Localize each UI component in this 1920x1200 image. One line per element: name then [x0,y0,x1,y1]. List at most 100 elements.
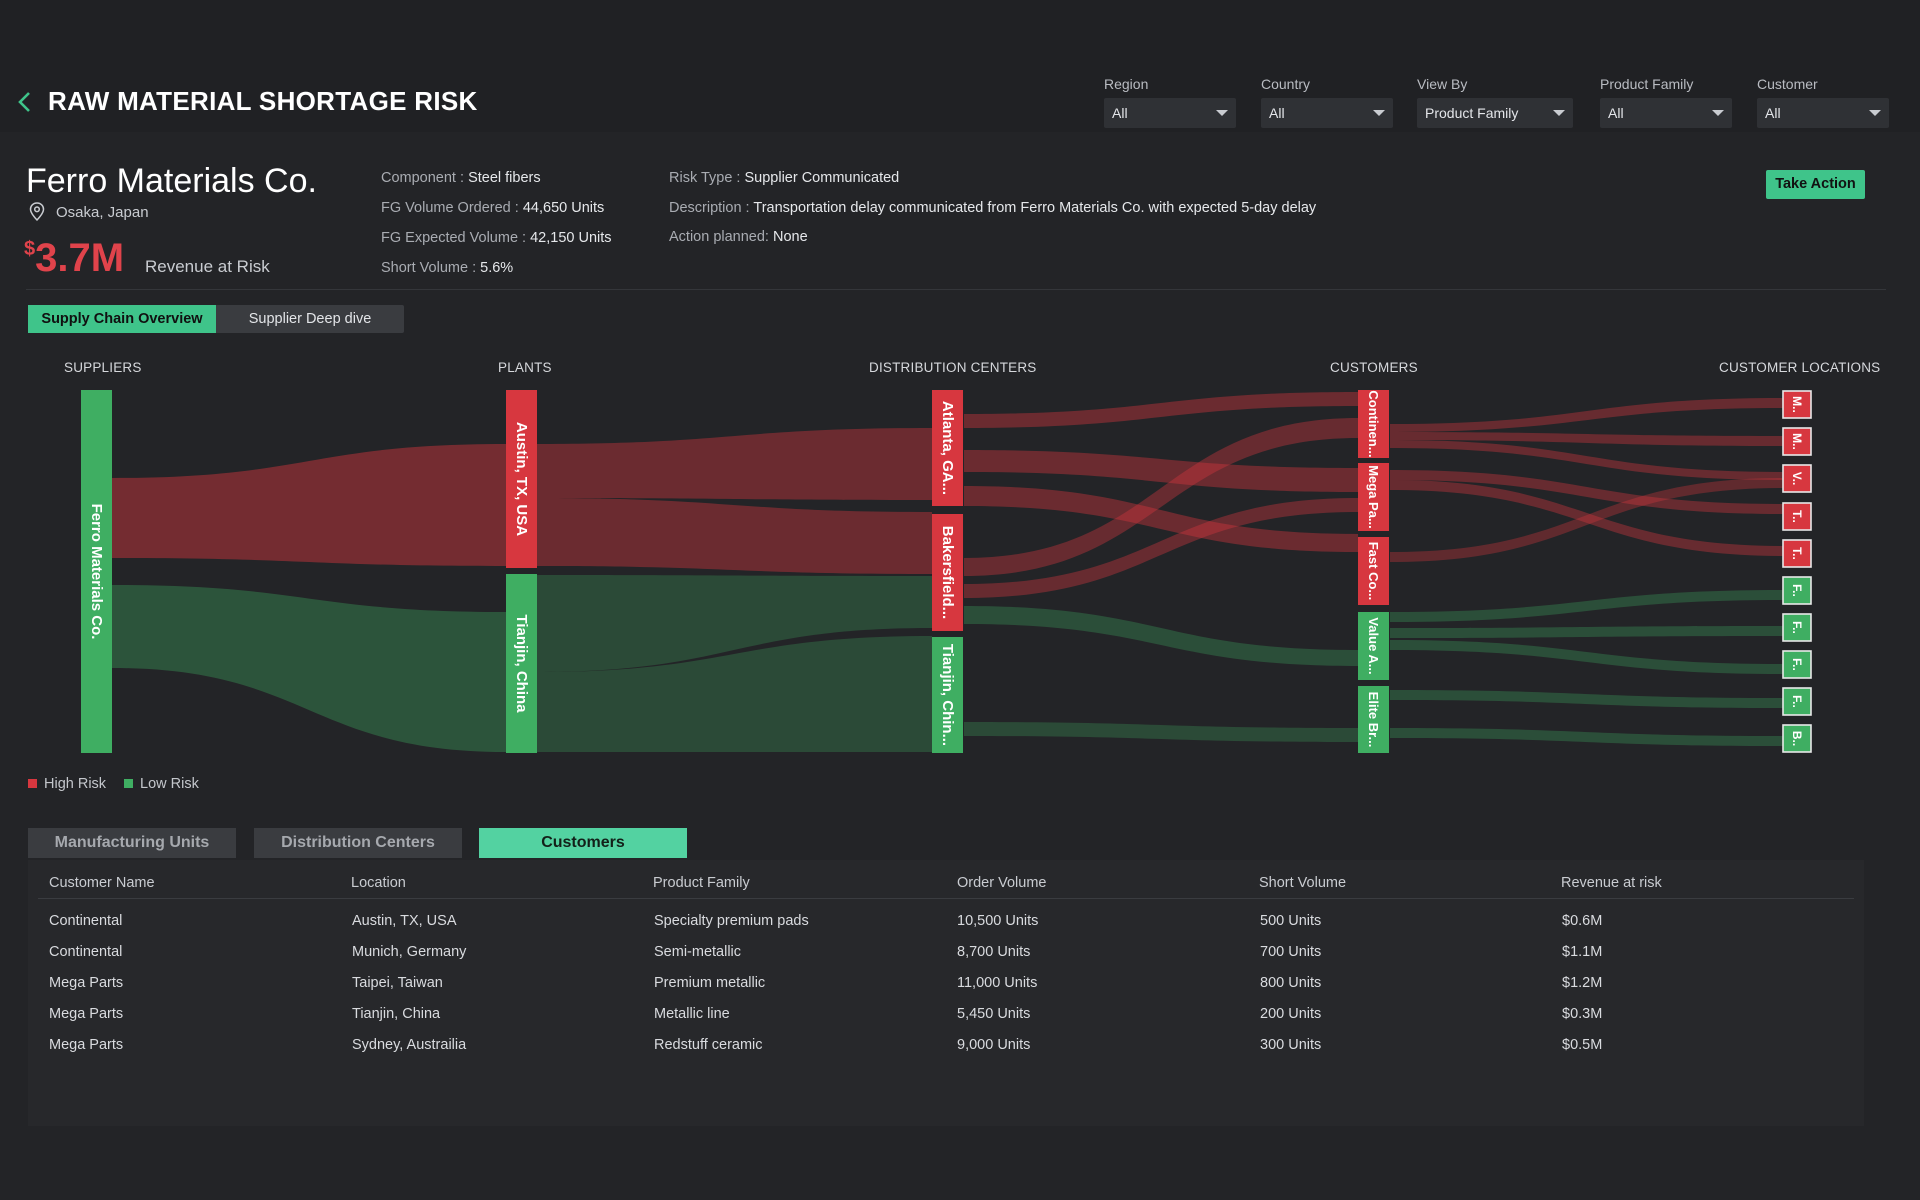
flow-megaparts-loc4[interactable] [1390,470,1784,514]
flow-valuea-loc6[interactable] [1390,590,1784,622]
flow-valuea-loc8[interactable] [1390,640,1784,674]
node-location-10-label: B.. [1790,731,1804,746]
node-customer-valuea[interactable]: Value A... [1358,612,1389,680]
cell-customer-name: Mega Parts [49,1006,124,1022]
flow-tianjin-tianjindc[interactable] [536,636,932,752]
table-row[interactable]: Mega Parts Sydney, Austrailia Redstuff c… [28,1037,1864,1068]
flow-fastco-loc3[interactable] [1390,478,1784,562]
cell-order-volume: 8,700 Units [957,944,1031,960]
product-family-select[interactable]: All [1600,98,1732,128]
node-customer-megaparts[interactable]: Mega Pa... [1358,463,1389,531]
cell-revenue-at-risk: $0.5M [1562,1037,1603,1053]
flow-continental-loc3[interactable] [1390,440,1784,480]
revenue-amount: 3.7M [35,236,125,280]
node-customer-fastco-bar [1358,537,1389,605]
flow-elitebr-loc10[interactable] [1390,728,1784,746]
short-volume-detail: Short Volume : 5.6% [381,260,513,276]
node-customer-continental[interactable]: Continen... [1358,390,1389,458]
flow-austin-bakersfield[interactable] [536,498,932,574]
cell-order-volume: 5,450 Units [957,1006,1031,1022]
filter-label: Country [1261,76,1311,92]
node-location-5[interactable]: T.. [1782,539,1812,568]
flow-megaparts-loc5[interactable] [1390,480,1784,556]
table-row[interactable]: Continental Munich, Germany Semi-metalli… [28,944,1864,975]
tab-customers[interactable]: Customers [479,828,687,858]
node-location-6-bar [1782,576,1812,605]
node-customer-fastco-label: Fast Co... [1366,542,1381,601]
tab-manufacturing-units[interactable]: Manufacturing Units [28,828,236,858]
caret-down-icon [1216,110,1228,116]
node-customer-elitebr[interactable]: Elite Br... [1358,686,1389,753]
detail-value: Transportation delay communicated from F… [753,200,1317,216]
country-select[interactable]: All [1261,98,1393,128]
cell-product-family: Semi-metallic [654,944,742,960]
back-chevron-icon[interactable] [16,90,34,114]
currency-symbol: $ [24,238,36,260]
customer-select[interactable]: All [1757,98,1889,128]
flow-tianjindc-elitebr[interactable] [964,722,1358,742]
node-supplier[interactable]: Ferro Materials Co. [81,390,112,753]
node-location-8[interactable]: F.. [1782,650,1812,679]
node-dc-tianjin[interactable]: Tianjin, Chin... [932,637,963,753]
tab-supply-chain-overview[interactable]: Supply Chain Overview [28,305,216,333]
node-supplier-bar [81,390,112,753]
node-plant-austin[interactable]: Austin, TX, USA [506,390,537,568]
table-row[interactable]: Mega Parts Tianjin, China Metallic line … [28,1006,1864,1037]
node-location-3[interactable]: V.. [1782,464,1812,493]
take-action-button[interactable]: Take Action [1766,170,1865,199]
cell-location: Tianjin, China [352,1006,441,1022]
node-location-8-label: F.. [1790,658,1804,671]
filter-label: Customer [1757,76,1818,92]
column-header-plants: PLANTS [498,360,552,375]
node-location-4[interactable]: T.. [1782,502,1812,531]
cell-product-family: Premium metallic [654,975,766,991]
node-customer-valuea-bar [1358,612,1389,680]
node-location-7[interactable]: F.. [1782,613,1812,642]
flow-valuea-loc7[interactable] [1390,626,1784,638]
node-customer-elitebr-label: Elite Br... [1366,692,1381,748]
node-location-1[interactable]: M.. [1782,390,1812,419]
node-location-9[interactable]: F.. [1782,687,1812,716]
flow-tianjin-bakersfield[interactable] [536,575,932,672]
filter-label: View By [1417,76,1468,92]
cell-short-volume: 700 Units [1260,944,1322,960]
region-select[interactable]: All [1104,98,1236,128]
view-by-select[interactable]: Product Family [1417,98,1573,128]
flow-bakersfield-continental[interactable] [964,418,1358,576]
node-location-10[interactable]: B.. [1782,724,1812,753]
flow-elitebr-loc9[interactable] [1390,690,1784,708]
flow-bakersfield-valuea[interactable] [964,606,1358,666]
flow-bakersfield-megaparts[interactable] [964,498,1358,598]
cell-product-family: Metallic line [654,1006,730,1022]
flow-atlanta-continental[interactable] [964,392,1358,428]
node-customer-elitebr-bar [1358,686,1389,753]
flow-continental-loc2[interactable] [1390,432,1784,446]
header-customer-name: Customer Name [49,875,155,891]
node-supplier-label: Ferro Materials Co. [88,504,105,640]
node-location-3-bar [1782,464,1812,493]
flow-atlanta-megaparts[interactable] [964,450,1358,492]
node-customer-continental-label: Continen... [1366,390,1381,457]
node-dc-bakersfield[interactable]: Bakersfield... [932,514,963,631]
node-plant-tianjin[interactable]: Tianjin, China [506,574,537,753]
node-location-6[interactable]: F.. [1782,576,1812,605]
node-customer-fastco[interactable]: Fast Co... [1358,537,1389,605]
flow-continental-loc1[interactable] [1390,398,1784,432]
tab-supplier-deep-dive[interactable]: Supplier Deep dive [248,311,372,327]
filter-value: All [1608,105,1624,121]
legend-label: Low Risk [140,776,199,792]
flow-supplier-austin[interactable] [112,444,506,566]
table-row[interactable]: Mega Parts Taipei, Taiwan Premium metall… [28,975,1864,1006]
legend-label: High Risk [44,776,107,792]
table-row[interactable]: Continental Austin, TX, USA Specialty pr… [28,913,1864,944]
flow-supplier-tianjin[interactable] [112,585,506,752]
node-dc-atlanta[interactable]: Atlanta, GA... [932,390,963,506]
tab-distribution-centers[interactable]: Distribution Centers [254,828,462,858]
flow-atlanta-fastco[interactable] [964,486,1358,552]
view-tabs: Supply Chain Overview Supplier Deep dive [28,305,404,333]
node-location-10-bar [1782,724,1812,753]
flow-austin-atlanta[interactable] [536,428,932,500]
supply-chain-sankey: Ferro Materials Co. Austin, TX, USA Tianji… [81,390,1812,753]
node-location-2[interactable]: M.. [1782,427,1812,456]
node-location-4-label: T.. [1790,510,1804,523]
